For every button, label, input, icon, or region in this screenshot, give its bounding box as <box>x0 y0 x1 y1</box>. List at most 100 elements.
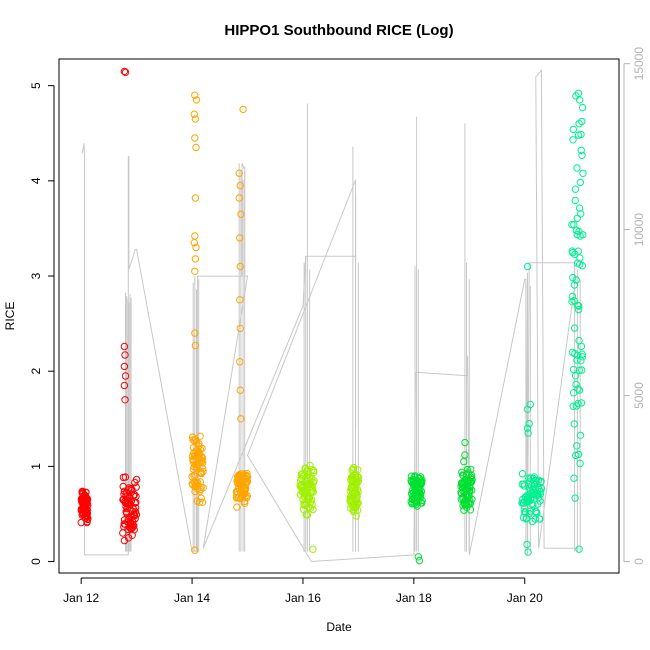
point-4-60 <box>308 501 316 509</box>
point-3-69 <box>243 473 252 481</box>
point-9-23 <box>571 372 580 380</box>
outlier-3-9 <box>236 358 244 366</box>
point-0-56 <box>82 494 91 502</box>
point-2-69 <box>199 484 207 492</box>
series-6 <box>407 472 426 565</box>
point-9-41 <box>574 450 583 459</box>
point-4-62 <box>308 484 317 492</box>
point-9-43 <box>575 302 583 310</box>
point-9-36 <box>574 351 582 359</box>
point-9-10 <box>569 365 578 374</box>
point-7-66 <box>467 471 476 480</box>
point-1-58 <box>130 490 139 499</box>
outlier-3-10 <box>236 386 245 394</box>
outlier-8-7 <box>524 548 532 556</box>
point-9-27 <box>572 276 580 284</box>
outlier-1-4 <box>120 362 129 371</box>
y2-tick-label-2: 10000 <box>632 213 646 247</box>
point-9-30 <box>573 442 581 450</box>
outlier-8-5 <box>524 429 532 437</box>
outlier-3-11 <box>237 415 245 423</box>
point-2-67 <box>199 465 207 473</box>
point-8-31 <box>527 474 535 482</box>
point-9-22 <box>571 185 580 193</box>
point-0-68 <box>84 501 92 510</box>
series-4 <box>296 461 318 553</box>
point-1-57 <box>130 526 138 534</box>
y2-tick-label-1: 5000 <box>632 382 646 409</box>
point-0-69 <box>84 515 92 523</box>
outlier-3-7 <box>236 296 244 304</box>
point-9-66 <box>578 353 587 361</box>
point-9-56 <box>577 357 585 365</box>
point-9-46 <box>575 366 583 374</box>
point-9-42 <box>574 305 583 314</box>
point-1-13 <box>121 473 130 481</box>
point-9-4 <box>568 292 577 301</box>
outlier-3-5 <box>236 234 244 242</box>
x-tick-label-1: Jan 14 <box>174 591 210 605</box>
point-9-61 <box>578 366 586 374</box>
point-1-64 <box>131 503 140 512</box>
point-2-66 <box>199 459 207 467</box>
outlier-1-6 <box>120 381 129 390</box>
point-2-47 <box>195 498 204 506</box>
outlier-3-6 <box>236 262 245 271</box>
point-9-48 <box>575 204 584 212</box>
point-9-40 <box>574 247 582 255</box>
point-9-5 <box>569 248 577 257</box>
point-1-67 <box>132 483 140 491</box>
point-9-31 <box>573 356 581 364</box>
plot-frame <box>58 58 620 574</box>
outlier-1-5 <box>121 372 130 380</box>
outlier-3-4 <box>237 210 245 218</box>
series-7 <box>457 438 476 514</box>
outlier-9-1 <box>575 96 584 104</box>
outlier-2-5 <box>192 143 200 152</box>
point-3-68 <box>243 478 252 486</box>
point-1-55 <box>130 522 138 530</box>
point-4-49 <box>306 461 314 470</box>
point-3-53 <box>241 489 249 498</box>
outlier-2-2 <box>190 110 199 118</box>
outlier-2-10 <box>191 255 200 263</box>
point-8-39 <box>529 501 537 509</box>
x-tick-label-2: Jan 16 <box>285 591 321 605</box>
point-9-69 <box>579 169 587 178</box>
outlier-8-4 <box>523 424 532 432</box>
point-9-68 <box>579 231 587 239</box>
point-9-15 <box>570 420 578 428</box>
outlier-4-0 <box>309 545 317 553</box>
point-1-66 <box>132 492 140 501</box>
outlier-3-3 <box>235 194 243 202</box>
outlier-2-0 <box>191 91 199 99</box>
point-9-32 <box>573 164 581 172</box>
point-9-67 <box>578 103 587 112</box>
point-4-64 <box>309 505 317 514</box>
point-9-38 <box>574 385 582 393</box>
point-9-50 <box>576 254 584 262</box>
outlier-2-13 <box>191 341 200 350</box>
point-1-43 <box>127 497 136 505</box>
point-2-64 <box>198 454 207 462</box>
altitude-line-layer <box>81 68 581 563</box>
point-9-60 <box>577 399 586 407</box>
y2-tick-label-3: 15000 <box>632 47 646 81</box>
point-2-52 <box>196 478 205 486</box>
point-9-47 <box>575 386 584 394</box>
outlier-2-6 <box>191 194 200 202</box>
outlier-3-2 <box>236 181 245 190</box>
point-4-68 <box>310 468 318 476</box>
outlier-9-2 <box>575 120 583 128</box>
series-8 <box>518 262 546 556</box>
outlier-2-14 <box>191 546 199 554</box>
point-2-68 <box>199 467 207 476</box>
y2-tick-label-0: 0 <box>632 558 646 565</box>
point-3-67 <box>243 492 251 500</box>
series-0 <box>77 487 92 527</box>
outlier-3-0 <box>239 105 247 114</box>
outlier-1-2 <box>120 342 129 351</box>
point-3-62 <box>242 472 251 480</box>
point-2-58 <box>197 469 206 478</box>
